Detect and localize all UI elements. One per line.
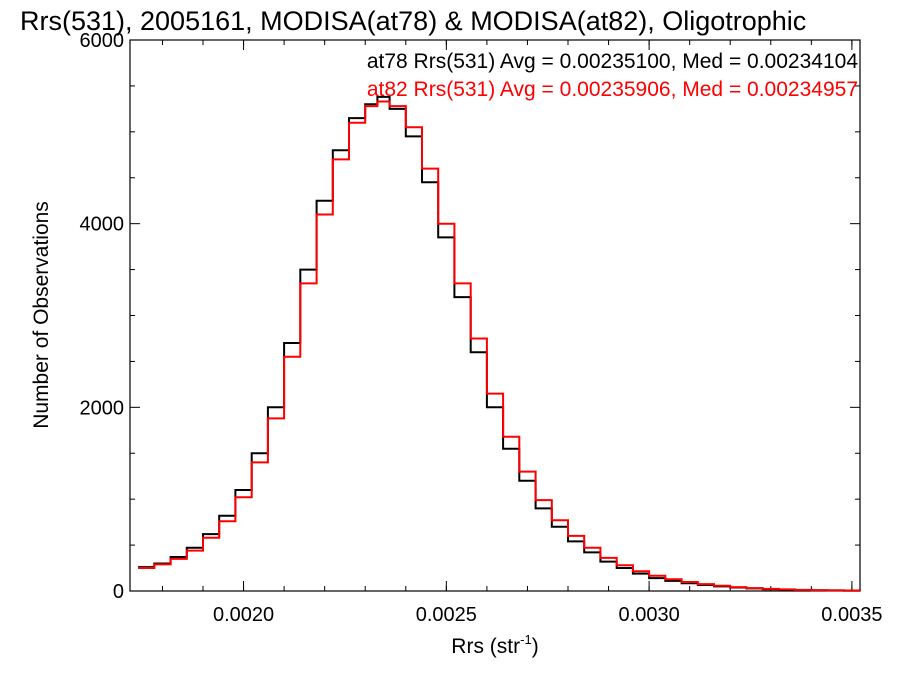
y-axis-label: Number of Observations — [30, 201, 53, 429]
y-tick-label: 6000 — [80, 30, 125, 52]
x-tick-label: 0.0025 — [416, 604, 477, 626]
x-tick-label: 0.0035 — [821, 604, 882, 626]
x-tick-label: 0.0030 — [619, 604, 680, 626]
y-tick-label: 2000 — [80, 397, 125, 419]
x-axis-label: Rrs (str-1) — [451, 632, 538, 658]
series-line-at78 — [138, 95, 861, 592]
y-tick-label: 4000 — [80, 214, 125, 236]
y-tick-label: 0 — [113, 581, 124, 603]
legend-entry-at82: at82 Rrs(531) Avg = 0.00235906, Med = 0.… — [367, 78, 858, 101]
series-lines — [138, 95, 861, 592]
series-line-at82 — [138, 100, 861, 592]
x-axis-label-superscript: -1 — [520, 632, 532, 647]
x-axis-label-main: Rrs (str — [451, 635, 520, 658]
legend-entry-at78: at78 Rrs(531) Avg = 0.00235100, Med = 0.… — [367, 50, 858, 73]
axis-ticks — [130, 39, 860, 592]
chart-title: Rrs(531), 2005161, MODISA(at78) & MODISA… — [20, 6, 806, 36]
axis-tick-labels: 0.0020 0.0025 0.0030 0.0035 0 2000 4000 6000 — [80, 30, 883, 626]
plot-frame — [129, 39, 861, 592]
x-tick-label: 0.0020 — [213, 604, 274, 626]
x-axis-label-close: ) — [532, 635, 539, 658]
